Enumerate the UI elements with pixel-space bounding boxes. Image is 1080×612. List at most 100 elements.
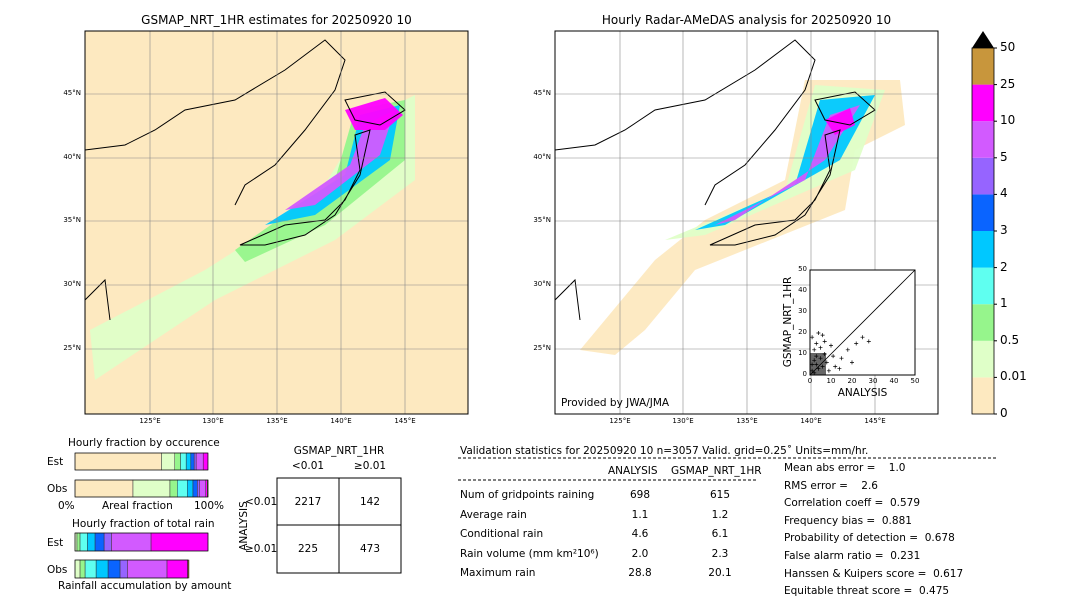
stats-row-label: Rain volume (mm km²10⁶) — [460, 547, 599, 560]
colorbar-segment — [972, 304, 994, 341]
occurrence-est-bar — [185, 452, 192, 471]
scatter-x-tick: 30 — [868, 377, 878, 385]
lat-tick-label: 30°N — [63, 280, 81, 288]
colorbar-segment — [972, 194, 994, 231]
lon-tick-label: 125°E — [609, 417, 631, 425]
table-cell: 2217 — [294, 496, 322, 508]
table-row-2: ≥0.01 — [245, 543, 278, 555]
occ-x-left: 0% — [58, 500, 75, 512]
rain-obs-bar — [95, 559, 109, 579]
occ-est-label: Est — [47, 456, 64, 468]
lon-tick-label: 130°E — [672, 417, 694, 425]
colorbar-segment — [972, 340, 994, 378]
lon-tick-label: 135°E — [266, 417, 288, 425]
rain-obs-label: Obs — [47, 564, 68, 576]
colorbar-label: 10 — [1000, 113, 1016, 128]
occurrence-est-bar — [195, 452, 204, 471]
stats-gsmap-value: 2.3 — [711, 547, 729, 560]
scatter-y-tick: 0 — [802, 370, 807, 378]
occ-x-right: 100% — [194, 500, 225, 512]
table-cell: 473 — [359, 543, 381, 555]
scatter-point — [839, 356, 844, 361]
scatter-y-tick: 10 — [798, 349, 807, 357]
stats-gsmap-value: 6.1 — [711, 528, 729, 541]
table-col-2: ≥0.01 — [353, 460, 387, 472]
stats-gsmap-value: 615 — [709, 489, 731, 501]
colorbar-label: 0 — [1000, 406, 1008, 420]
lon-tick-label: 135°E — [736, 417, 758, 425]
rain-est-bar — [87, 532, 96, 552]
stats-score: Mean abs error = 1.0 — [784, 462, 906, 474]
rain-est-bar — [79, 532, 88, 552]
occurrence-obs-bar — [169, 479, 178, 498]
rain-obs-bar — [107, 559, 121, 579]
occurrence-est-bar-frame — [74, 452, 209, 471]
scatter-ylabel: GSMAP_NRT_1HR — [782, 276, 794, 367]
stats-row-label: Num of gridpoints raining — [460, 489, 595, 501]
colorbar-segment — [972, 121, 994, 158]
rain-obs-bar — [74, 559, 81, 579]
scatter-x-tick: 40 — [889, 377, 899, 385]
lon-tick-label: 145°E — [394, 417, 416, 425]
rain-obs-bar — [84, 559, 97, 579]
table-cell: 142 — [359, 496, 381, 508]
lat-tick-label: 40°N — [533, 153, 551, 161]
scatter-point — [812, 347, 817, 352]
colorbar-segment — [972, 48, 994, 85]
colorbar-label: 0.5 — [1000, 332, 1020, 347]
scatter-point — [818, 345, 823, 350]
lat-tick-label: 30°N — [533, 280, 551, 288]
rain-area — [90, 95, 415, 380]
stats-header: Validation statistics for 20250920 10 n=… — [460, 445, 869, 457]
colorbar-extend-triangle — [972, 31, 994, 48]
coastline-hokkaido — [344, 91, 406, 126]
stats-row-label: Average rain — [460, 508, 527, 521]
scatter-point — [822, 339, 827, 344]
scatter-point — [833, 364, 838, 369]
scatter-x-tick: 20 — [847, 377, 857, 385]
colorbar-label: 0.01 — [1000, 369, 1027, 384]
rain-obs-bar-frame — [74, 559, 189, 579]
map-frame — [554, 30, 939, 415]
stats-row-label: Conditional rain — [460, 528, 544, 541]
rain-obs-bar — [119, 559, 128, 579]
colorbar-segment — [972, 84, 994, 122]
scatter-diagonal — [809, 269, 916, 376]
rain-est-bar — [150, 532, 209, 552]
stats-analysis-value: 2.0 — [631, 547, 649, 560]
scatter-point — [866, 339, 871, 344]
stats-analysis-value: 698 — [629, 489, 651, 501]
rain-est-bar — [103, 532, 112, 552]
colorbar-segment — [972, 377, 994, 414]
occurrence-obs-bar — [197, 479, 200, 498]
left-map-title: GSMAP_NRT_1HR estimates for 20250920 10 — [141, 13, 412, 27]
rain-est-bar — [76, 532, 81, 552]
scatter-point — [831, 354, 836, 359]
occurrence-obs-bar — [132, 479, 171, 498]
colorbar-label: 4 — [1000, 186, 1008, 201]
stats-score: Equitable threat score = 0.475 — [784, 585, 950, 598]
lat-tick-label: 45°N — [533, 89, 551, 97]
occurrence-est-bar — [180, 452, 187, 471]
rain-obs-bar — [79, 559, 86, 579]
occurrence-title: Hourly fraction by occurence — [68, 437, 220, 449]
rain-obs-bar — [127, 559, 168, 579]
stats-score: False alarm ratio = 0.231 — [784, 550, 921, 562]
colorbar-segment — [972, 231, 994, 268]
lat-tick-label: 35°N — [63, 216, 81, 224]
rain-est-bar — [94, 532, 105, 552]
colorbar-label: 2 — [1000, 259, 1008, 274]
rain-est-bar-frame — [74, 532, 209, 552]
scatter-y-tick: 20 — [798, 328, 807, 336]
stats-analysis-value: 28.8 — [628, 567, 652, 580]
lon-tick-label: 130°E — [202, 417, 224, 425]
scatter-point — [854, 341, 859, 346]
occurrence-est-bar — [190, 452, 195, 471]
stats-gsmap-value: 1.2 — [711, 508, 729, 521]
map-frame — [84, 30, 469, 415]
map-0 — [84, 30, 469, 415]
scatter-y-tick: 50 — [798, 265, 807, 273]
lat-tick-label: 25°N — [533, 344, 551, 352]
